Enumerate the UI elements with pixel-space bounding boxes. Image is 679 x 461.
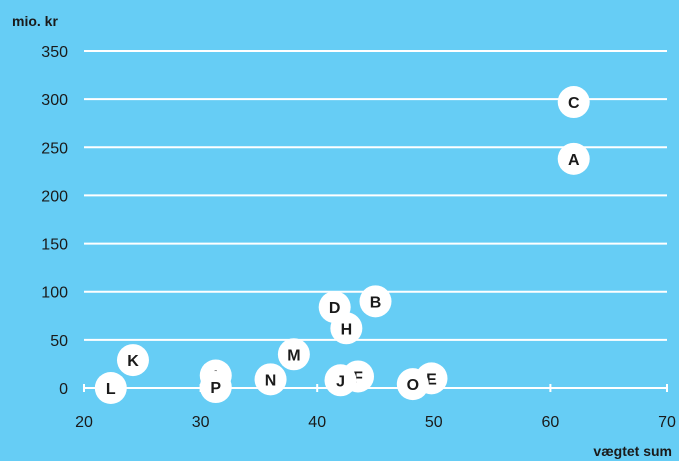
- data-point-k: K: [116, 344, 149, 377]
- point-label: L: [106, 381, 116, 398]
- point-label: F: [353, 369, 363, 386]
- gridlines: [84, 50, 667, 389]
- point-marker: [116, 344, 149, 377]
- y-tick-label: 50: [50, 333, 68, 350]
- y-axis-title: mio. kr: [12, 13, 58, 29]
- data-point-a: A: [557, 142, 590, 175]
- point-marker: [557, 142, 590, 175]
- y-axis-ticks: 0 50 100 150 200 250 300 350: [41, 44, 68, 398]
- point-marker: [359, 285, 392, 318]
- y-tick-label: 200: [41, 188, 68, 205]
- data-point-n: N: [254, 363, 287, 396]
- data-point-j: J: [324, 364, 357, 397]
- x-tick-label: 50: [425, 414, 443, 431]
- point-marker: [254, 363, 287, 396]
- point-marker: [94, 372, 127, 404]
- point-label: P: [210, 380, 221, 397]
- x-tick-label: 30: [192, 414, 210, 431]
- x-tick-label: 40: [308, 414, 326, 431]
- point-marker: [330, 312, 363, 345]
- point-label: H: [341, 321, 353, 338]
- data-point-m: M: [277, 338, 310, 371]
- point-label: K: [127, 353, 139, 370]
- point-label: E: [426, 371, 437, 388]
- x-tick-label: 70: [658, 414, 676, 431]
- data-point-o: O: [396, 368, 429, 401]
- y-tick-label: 300: [41, 92, 68, 109]
- y-tick-label: 100: [41, 285, 68, 302]
- point-label: J: [336, 373, 345, 390]
- y-tick-label: 0: [59, 381, 68, 398]
- point-label: C: [568, 95, 580, 112]
- y-tick-label: 350: [41, 44, 68, 61]
- point-label: A: [568, 152, 580, 169]
- data-point-l: L: [94, 372, 127, 404]
- data-point-c: C: [557, 86, 590, 119]
- data-point-p: P: [199, 371, 232, 404]
- y-tick-label: 250: [41, 140, 68, 157]
- point-label: D: [329, 300, 341, 317]
- point-label: B: [370, 294, 382, 311]
- data-point-h: H: [330, 312, 363, 345]
- data-point-b: B: [359, 285, 392, 318]
- point-label: N: [265, 372, 277, 389]
- point-label: M: [287, 347, 300, 364]
- point-label: O: [407, 377, 419, 394]
- y-tick-label: 150: [41, 237, 68, 254]
- point-marker: [277, 338, 310, 371]
- x-tick-label: 60: [542, 414, 560, 431]
- point-marker: [324, 364, 357, 397]
- x-axis-ticks: 20 30 40 50 60 70: [75, 384, 676, 431]
- point-marker: [396, 368, 429, 401]
- point-marker: [557, 86, 590, 119]
- x-axis-title: vægtet sum: [593, 443, 672, 459]
- x-tick-label: 20: [75, 414, 93, 431]
- point-marker: [199, 371, 232, 404]
- data-points: ABCDEFHIJKLMNOP: [94, 86, 590, 404]
